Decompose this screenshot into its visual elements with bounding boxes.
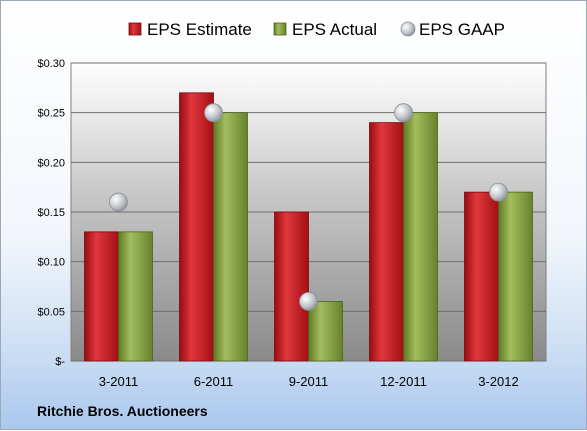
estimate-bar xyxy=(464,191,499,362)
category-label: 3-2011 xyxy=(99,374,139,389)
estimate-bar xyxy=(179,92,214,362)
y-tick-label: $0.15 xyxy=(37,207,65,219)
legend-label: EPS GAAP xyxy=(419,20,505,39)
y-tick-label: $0.25 xyxy=(37,108,65,120)
estimate-bar xyxy=(369,122,404,362)
bars xyxy=(84,92,533,362)
legend-swatch xyxy=(128,22,142,36)
category-label: 9-2011 xyxy=(289,374,329,389)
legend-label: EPS Actual xyxy=(292,20,377,39)
gaap-marker xyxy=(394,103,413,123)
y-tick-label: $0.10 xyxy=(37,257,65,269)
company-name: Ritchie Bros. Auctioneers xyxy=(37,403,208,419)
y-tick-label: $0.30 xyxy=(37,58,65,70)
gaap-marker xyxy=(109,192,128,212)
gaap-marker xyxy=(489,182,508,202)
legend-label: EPS Estimate xyxy=(147,20,252,39)
estimate-bar xyxy=(274,211,309,362)
y-tick-label: $0.05 xyxy=(37,306,65,318)
actual-bar xyxy=(403,112,438,362)
estimate-bar xyxy=(84,231,119,362)
x-axis: 3-2011 6-2011 9-2011 12-2011 3-2012 xyxy=(99,374,519,389)
gaap-markers xyxy=(109,103,508,311)
legend-swatch xyxy=(273,22,287,36)
actual-bar xyxy=(498,191,533,362)
gaap-marker xyxy=(299,291,318,311)
category-label: 12-2011 xyxy=(380,374,427,389)
legend: EPS Estimate EPS Actual EPS GAAP xyxy=(128,20,505,39)
y-tick-label: $0.20 xyxy=(37,157,65,169)
gaap-marker xyxy=(204,103,223,123)
category-label: 6-2011 xyxy=(194,374,234,389)
y-axis: $- $0.05 $0.10 $0.15 $0.20 $0.25 $0.30 xyxy=(37,58,65,368)
actual-bar xyxy=(213,112,248,362)
y-tick-label: $- xyxy=(55,356,65,368)
actual-bar xyxy=(118,231,153,362)
legend-swatch xyxy=(400,21,416,37)
category-label: 3-2012 xyxy=(478,374,518,389)
actual-bar xyxy=(308,300,343,362)
